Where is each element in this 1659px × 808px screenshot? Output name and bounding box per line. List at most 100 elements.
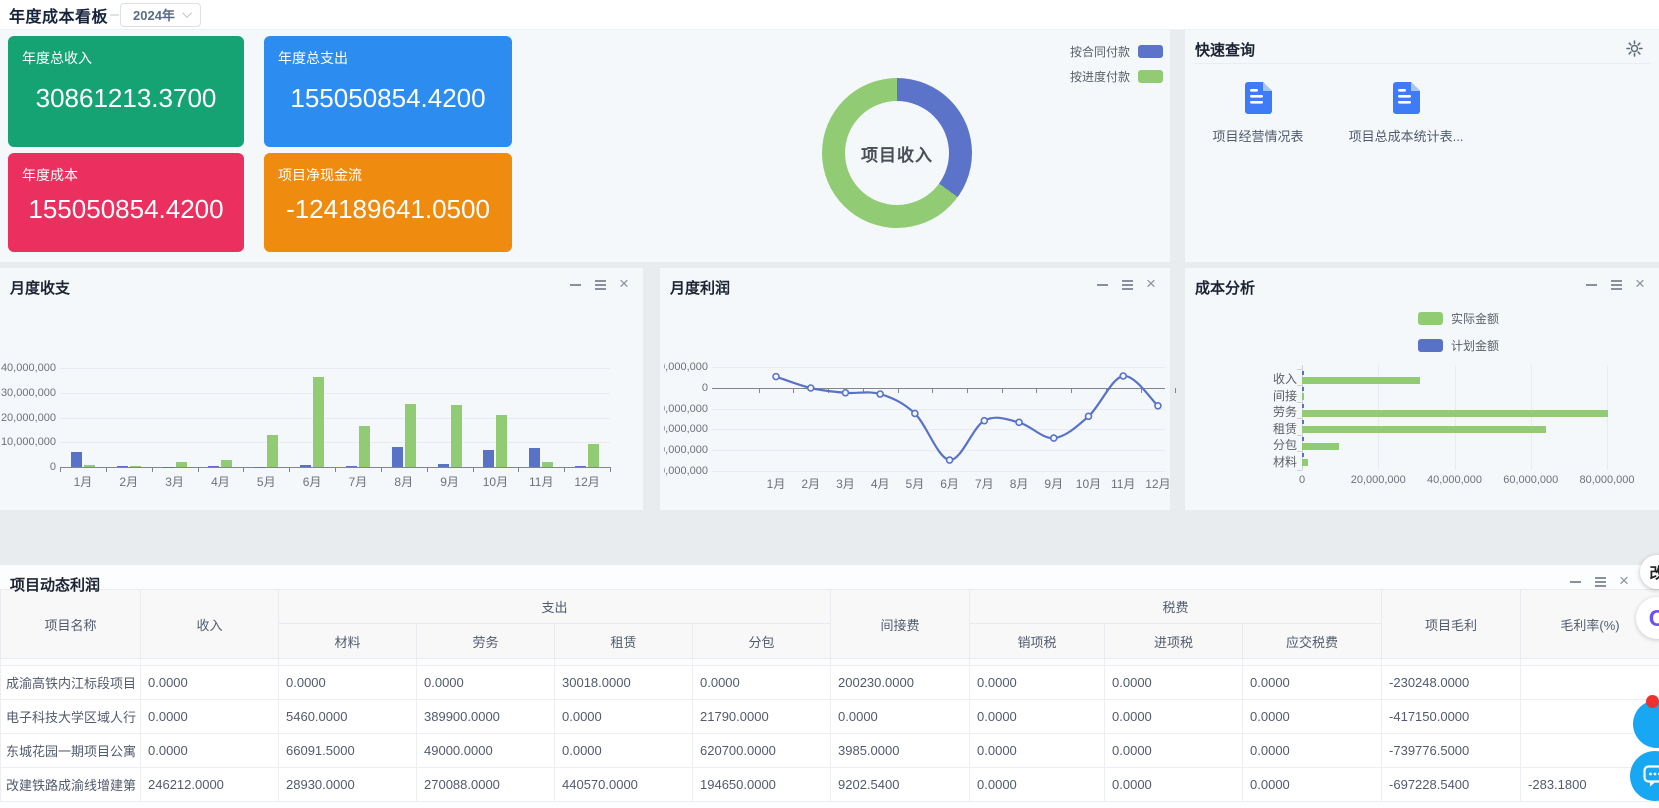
menu-icon[interactable]	[1594, 576, 1607, 587]
x-axis-label: 6月	[940, 477, 959, 491]
legend-item-计划金额[interactable]: 计划金额	[1418, 337, 1499, 354]
x-axis-label: 8月	[1009, 477, 1029, 491]
bar-实际金额[interactable]	[1302, 376, 1421, 384]
value-cell: 0.0000	[969, 767, 1106, 802]
bar-支出[interactable]	[267, 434, 279, 467]
axis-tick	[426, 467, 428, 472]
monthly-profit-line-chart[interactable]: 10,000,000 0 -10,000,000 -20,000,000 -30,000…	[660, 268, 1177, 510]
bar-支出[interactable]	[313, 377, 325, 467]
bar-实际金额[interactable]	[1302, 393, 1304, 400]
bar-支出[interactable]	[496, 414, 508, 467]
bar-收款[interactable]	[300, 465, 312, 467]
bar-收款[interactable]	[162, 466, 174, 468]
legend-label: 按合同付款	[1069, 45, 1130, 59]
bar-计划金额[interactable]	[1302, 420, 1304, 424]
value-cell: 246212.0000	[140, 767, 279, 802]
bar-计划金额[interactable]	[1302, 403, 1305, 408]
table-row[interactable]: 东城花园一期项目公寓 0.0000 66091.5000 49000.0000 0.00…	[0, 733, 1659, 768]
bar-支出[interactable]	[175, 462, 187, 467]
gear-icon[interactable]	[1626, 40, 1643, 62]
legend-item-按进度付款[interactable]: 按进度付款	[1070, 68, 1163, 85]
axis-tick	[793, 388, 795, 393]
bar-计划金额[interactable]	[1302, 387, 1304, 391]
bar-支出[interactable]	[221, 460, 233, 467]
bar-收款[interactable]	[437, 464, 449, 467]
column-subheader: 销项税	[969, 623, 1106, 659]
table-row[interactable]: 改建铁路成渝线增建第 246212.0000 28930.0000 270088.00…	[0, 767, 1659, 802]
logo-floating-button[interactable]: C	[1636, 597, 1659, 639]
kpi-label: 年度总支出	[278, 50, 348, 66]
close-icon[interactable]	[1635, 276, 1647, 291]
menu-icon[interactable]	[594, 279, 607, 290]
x-axis-label: 5月	[256, 475, 276, 489]
minimize-icon[interactable]	[1569, 576, 1582, 587]
bar-收款[interactable]	[70, 452, 82, 467]
value-cell: 0.0000	[140, 665, 279, 700]
table-row[interactable]: 成渝高铁内江标段项目 0.0000 0.0000 0.0000 30018.0000 0.…	[0, 665, 1659, 700]
close-icon[interactable]	[1619, 573, 1631, 588]
bar-实际金额[interactable]	[1302, 409, 1609, 417]
legend-item-实际金额[interactable]: 实际金额	[1418, 310, 1499, 327]
bar-支出[interactable]	[404, 403, 416, 467]
bar-计划金额[interactable]	[1302, 436, 1304, 441]
x-axis-label: 0	[1298, 474, 1306, 486]
monthly-balance-bar-chart[interactable]: 0 10,000,000 20,000,000 30,000,000 40,000,00…	[0, 268, 643, 510]
quick-query-item[interactable]: 项目总成本统计表...	[1345, 82, 1467, 145]
bar-实际金额[interactable]	[1302, 459, 1309, 466]
gridline	[712, 470, 1165, 472]
bar-支出[interactable]	[358, 425, 370, 467]
menu-icon[interactable]	[1610, 279, 1623, 290]
axis-tick	[335, 467, 336, 472]
bar-收款[interactable]	[208, 466, 220, 467]
legend-swatch	[1138, 45, 1163, 58]
bar-收款[interactable]	[345, 466, 357, 467]
bar-收款[interactable]	[116, 466, 128, 467]
quick-query-item[interactable]: 项目经营情况表	[1197, 82, 1319, 145]
bar-收款[interactable]	[529, 447, 541, 467]
bar-支出[interactable]	[542, 462, 554, 467]
x-axis-label: 11月	[1110, 477, 1136, 491]
bar-收款[interactable]	[254, 466, 266, 468]
edit-floating-button[interactable]: 改	[1640, 555, 1659, 589]
bar-收款[interactable]	[391, 446, 403, 467]
gridline	[1530, 365, 1532, 470]
bar-支出[interactable]	[129, 466, 141, 467]
y-axis-label: 30,000,000	[0, 386, 56, 399]
value-cell: 194650.0000	[691, 767, 832, 802]
project-income-donut-chart[interactable]: 项目收入	[822, 78, 972, 228]
bar-支出[interactable]	[588, 444, 600, 467]
bar-支出[interactable]	[450, 404, 462, 467]
x-axis-label: 3月	[836, 477, 855, 491]
bar-实际金额[interactable]	[1302, 426, 1546, 433]
value-cell: 66091.5000	[278, 733, 417, 768]
axis-tick	[1297, 401, 1302, 403]
value-cell: 30018.0000	[554, 665, 693, 700]
year-select[interactable]: 2024年	[120, 2, 201, 27]
minimize-icon[interactable]	[569, 279, 582, 290]
gridline	[60, 368, 610, 369]
bar-计划金额[interactable]	[1302, 453, 1304, 457]
column-header: 支出	[277, 589, 832, 624]
bar-实际金额[interactable]	[1302, 442, 1339, 450]
minimize-icon[interactable]	[1096, 279, 1109, 290]
bar-收款[interactable]	[575, 466, 587, 467]
close-icon[interactable]	[619, 276, 631, 291]
table-row[interactable]: 电子科技大学区域人行 0.0000 5460.0000 389900.0000 0.00…	[0, 699, 1659, 734]
bar-支出[interactable]	[83, 465, 95, 467]
bar-计划金额[interactable]	[1302, 370, 1304, 375]
close-icon[interactable]	[1146, 276, 1158, 291]
bar-收款[interactable]	[483, 450, 495, 467]
window-controls	[1569, 573, 1631, 588]
axis-tick	[1175, 388, 1177, 393]
menu-icon[interactable]	[1121, 279, 1134, 290]
value-cell: -417150.0000	[1381, 699, 1522, 734]
minimize-icon[interactable]	[1585, 279, 1598, 290]
column-subheader: 租赁	[554, 623, 693, 659]
x-axis-label: 3月	[165, 475, 184, 489]
cost-analysis-bar-chart[interactable]: 0 20,000,000 40,000,000 60,000,000 80,000,00…	[1185, 268, 1659, 510]
legend-item-按合同付款[interactable]: 按合同付款	[1070, 43, 1163, 60]
axis-tick	[1036, 388, 1038, 393]
column-header: 收入	[140, 589, 279, 659]
quick-query-panel: 快速查询 项目经营情况表 项目总成本统计表...	[1185, 30, 1659, 262]
